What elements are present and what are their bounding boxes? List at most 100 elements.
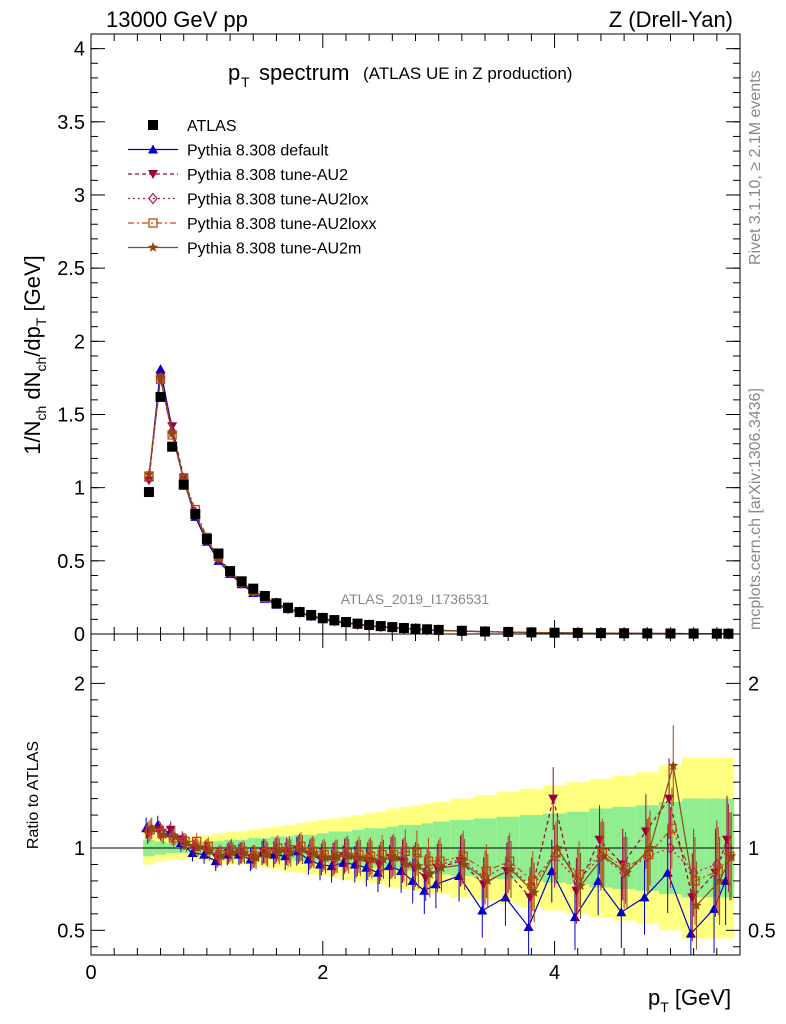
main-ytick-label: 3 — [74, 185, 85, 207]
ratio-point-default — [569, 912, 580, 922]
ratio-point-au2m — [169, 831, 181, 841]
main-ytick-label: 3.5 — [57, 112, 85, 134]
ratio-point-au2m — [691, 900, 702, 911]
ratio-point-au2m — [192, 842, 204, 853]
ratio-point-au2m — [598, 850, 609, 861]
ylabel-main: 1/Nch dNch/dpT [GeV] — [20, 255, 49, 455]
point-atlas — [306, 609, 317, 620]
xlabel: pT [GeV] — [648, 985, 731, 1015]
ratio-point-au2m — [227, 847, 239, 858]
ratio-point-au2m — [343, 850, 354, 861]
ratio-point-au2m — [239, 847, 250, 858]
point-atlas — [294, 607, 305, 618]
main-ytick-label: 0 — [74, 624, 85, 646]
ratio-point-au2m — [714, 875, 725, 886]
point-atlas — [526, 627, 537, 638]
ratio-ytick-label: 0.5 — [57, 920, 85, 942]
ratio-point-au2loxx — [423, 856, 434, 866]
legend-label: Pythia 8.308 tune-AU2m — [187, 241, 361, 258]
ratio-point-au2m — [181, 837, 192, 848]
point-atlas — [225, 566, 236, 577]
ratio-point-au2loxx — [412, 848, 422, 858]
point-au2m — [143, 469, 155, 479]
ratio-point-au2loxx — [481, 866, 492, 876]
ratio-point-au2m — [378, 854, 389, 864]
ratio-point-au2loxx — [458, 851, 468, 861]
main-ytick-label: 2.5 — [57, 258, 85, 280]
point-atlas — [433, 624, 444, 635]
ratio-ytick-label: 1 — [74, 838, 85, 860]
energy-label: 13000 GeV pp — [106, 7, 248, 32]
legend-swatch-marker — [148, 170, 158, 179]
ratio-series-au2m — [146, 725, 737, 950]
point-atlas — [271, 598, 282, 609]
legend-swatch-marker — [147, 242, 159, 252]
ratio-point-default — [616, 907, 627, 917]
ratio-point-au2m — [413, 860, 424, 871]
ratio-ytick-label-right: 1 — [748, 838, 759, 860]
ratio-point-default — [523, 922, 534, 932]
ratio-point-au2m — [459, 859, 470, 869]
ratio-point-au2m — [726, 850, 737, 861]
ratio-point-au2m — [146, 822, 157, 833]
point-atlas — [595, 628, 606, 639]
title-small: (ATLAS UE in Z production) — [363, 64, 572, 83]
ratio-point-default — [500, 892, 511, 902]
point-atlas — [422, 624, 433, 635]
point-default — [155, 364, 166, 374]
process-label: Z (Drell-Yan) — [609, 7, 733, 32]
ratio-point-au2m — [424, 868, 436, 879]
svg-text:pT [GeV]: pT [GeV] — [648, 985, 731, 1015]
point-atlas — [167, 441, 178, 452]
series-line-au2 — [148, 376, 729, 635]
point-atlas — [178, 479, 189, 490]
point-atlas — [201, 533, 212, 544]
point-atlas — [329, 615, 340, 626]
point-atlas — [236, 576, 247, 587]
ratio-point-au2m — [528, 886, 540, 897]
ratio-point-au2loxx — [192, 836, 202, 847]
legend-item-default: Pythia 8.308 default — [128, 143, 329, 160]
ratio-point-au2loxx — [528, 876, 538, 886]
legend-item-atlas: ATLAS — [148, 118, 237, 135]
point-au2m — [166, 428, 178, 438]
ratio-point-au2m — [262, 849, 273, 859]
rivet-version-label: Rivet 3.1.10, ≥ 2.1M events — [747, 70, 764, 265]
ratio-point-default — [709, 903, 720, 913]
ratio-point-default — [685, 928, 696, 938]
ratio-point-au2m — [331, 850, 343, 861]
series-atlas — [143, 391, 734, 639]
ratio-point-au2m — [204, 845, 215, 856]
ratio-point-au2m — [216, 850, 227, 861]
ratio-point-au2m — [401, 859, 412, 869]
ratio-xtick-label: 0 — [85, 962, 96, 984]
point-atlas — [549, 627, 560, 638]
ratio-point-au2m — [355, 852, 366, 863]
point-atlas — [503, 626, 514, 637]
point-atlas — [143, 487, 154, 498]
ratio-point-au2m — [575, 880, 586, 891]
ratio-point-au2m — [274, 845, 285, 856]
legend: ATLAS Pythia 8.308 default Pythia 8.308 tu… — [128, 118, 376, 258]
ratio-point-au2lox — [665, 842, 676, 854]
point-atlas — [259, 590, 270, 601]
main-ytick-label: 4 — [74, 39, 85, 61]
ratio-panel: 0.5 0.5 1 1 2 2 0 2 4 — [57, 633, 776, 984]
point-atlas — [480, 626, 491, 637]
series-line-au2loxx — [148, 379, 729, 635]
point-atlas — [387, 622, 398, 633]
svg-text:1/Nch dNch/dpT [GeV]: 1/Nch dNch/dpT [GeV] — [20, 255, 49, 455]
point-atlas — [352, 618, 363, 629]
legend-item-au2m: Pythia 8.308 tune-AU2m — [128, 241, 361, 258]
legend-label: ATLAS — [187, 118, 237, 135]
ratio-point-au2m — [621, 867, 633, 878]
ratio-point-au2loxx — [690, 876, 700, 886]
point-atlas — [283, 602, 294, 613]
ratio-point-au2m — [668, 760, 679, 771]
main-series — [143, 364, 734, 640]
title-p: p — [228, 60, 240, 85]
point-atlas — [456, 625, 467, 636]
ratio-point-au2loxx — [435, 856, 445, 866]
legend-swatch-marker — [148, 192, 158, 205]
